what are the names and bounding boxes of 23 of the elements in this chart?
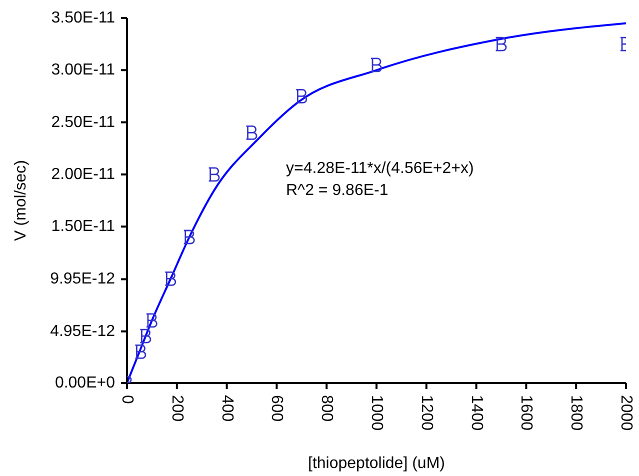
y-axis-title: V (mol/sec)	[12, 160, 30, 241]
annotation: y=4.28E-11*x/(4.56E+2+x)	[286, 159, 474, 179]
x-tick-label: 1200	[418, 395, 435, 431]
x-tick-label: 1800	[568, 395, 585, 431]
x-tick-label: 400	[218, 395, 236, 422]
x-axis-title: [thiopeptolide] (uM)	[308, 455, 445, 472]
x-tick-label: 800	[318, 395, 336, 422]
x-tick-label: 1600	[518, 395, 535, 431]
x-tick-label: 200	[168, 395, 186, 422]
y-tick-label: 4.95E-12	[50, 322, 116, 340]
x-tick-label: 2000	[618, 395, 634, 431]
y-tick-label: 9.95E-12	[50, 270, 116, 288]
x-tick-label: 0	[118, 395, 136, 404]
y-tick-label: 1.50E-11	[51, 218, 116, 236]
y-tick-label: 2.50E-11	[51, 114, 116, 131]
x-tick-label: 1000	[368, 395, 385, 431]
annotation: R^2 = 9.86E-1	[286, 181, 390, 201]
y-tick-label: 3.00E-11	[51, 62, 116, 79]
y-tick-label: 2.00E-11	[51, 166, 116, 183]
y-tick-label: 0.00E+0	[54, 374, 116, 392]
x-tick-label: 600	[268, 395, 286, 422]
y-tick-label: 3.50E-11	[51, 10, 116, 26]
x-tick-label: 1400	[468, 395, 485, 431]
